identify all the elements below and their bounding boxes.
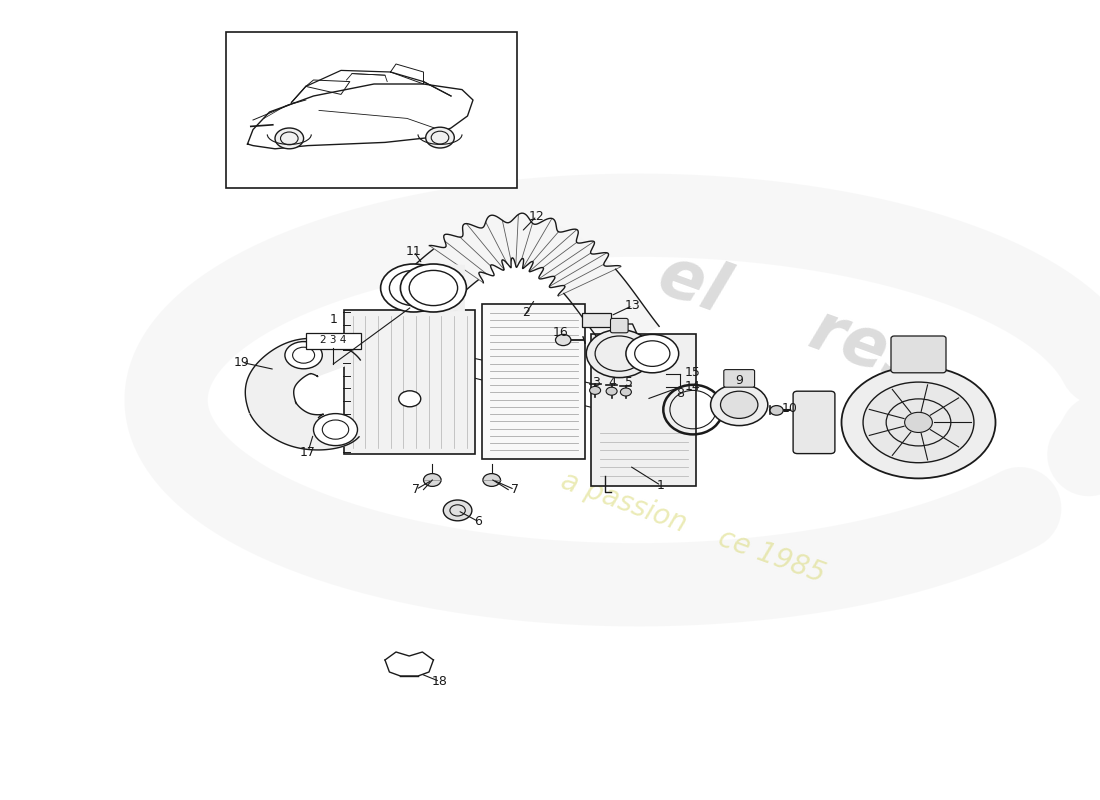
Text: 7: 7 xyxy=(510,483,519,496)
Circle shape xyxy=(314,414,358,446)
Circle shape xyxy=(483,474,500,486)
Circle shape xyxy=(400,264,466,312)
Text: el    res: el res xyxy=(650,242,934,398)
Text: 12: 12 xyxy=(529,210,544,222)
Text: 17: 17 xyxy=(300,446,316,458)
Circle shape xyxy=(426,127,454,148)
FancyBboxPatch shape xyxy=(591,334,696,486)
Text: 14: 14 xyxy=(684,380,700,393)
Text: 13: 13 xyxy=(625,299,640,312)
Text: 10: 10 xyxy=(782,402,797,414)
FancyBboxPatch shape xyxy=(891,336,946,373)
FancyBboxPatch shape xyxy=(582,313,610,327)
Circle shape xyxy=(275,128,304,149)
FancyBboxPatch shape xyxy=(793,391,835,454)
Text: 19: 19 xyxy=(234,356,250,369)
Circle shape xyxy=(443,500,472,521)
Circle shape xyxy=(864,382,974,462)
Text: 9: 9 xyxy=(735,374,744,386)
Circle shape xyxy=(770,406,783,415)
Circle shape xyxy=(424,474,441,486)
FancyBboxPatch shape xyxy=(724,370,755,387)
Text: 3: 3 xyxy=(592,376,601,389)
Polygon shape xyxy=(245,338,361,413)
Text: 15: 15 xyxy=(684,366,700,378)
FancyBboxPatch shape xyxy=(344,310,475,454)
Circle shape xyxy=(606,387,617,395)
Circle shape xyxy=(590,386,601,394)
FancyBboxPatch shape xyxy=(306,333,361,349)
Text: 5: 5 xyxy=(625,376,634,389)
Text: a passion    ce 1985: a passion ce 1985 xyxy=(557,467,829,589)
Text: 2: 2 xyxy=(521,306,530,318)
Circle shape xyxy=(285,342,322,369)
Text: 1: 1 xyxy=(329,313,338,326)
Text: 18: 18 xyxy=(432,675,448,688)
Circle shape xyxy=(381,264,447,312)
FancyBboxPatch shape xyxy=(610,318,628,333)
Polygon shape xyxy=(433,264,464,312)
Text: 7: 7 xyxy=(411,483,420,496)
Circle shape xyxy=(626,334,679,373)
Text: 16: 16 xyxy=(553,326,569,339)
Circle shape xyxy=(586,330,652,378)
Text: 1: 1 xyxy=(657,479,665,492)
Circle shape xyxy=(842,366,996,478)
Circle shape xyxy=(720,391,758,418)
Text: 6: 6 xyxy=(474,515,483,528)
Text: 11: 11 xyxy=(406,245,421,258)
Circle shape xyxy=(620,388,631,396)
Circle shape xyxy=(711,384,768,426)
Circle shape xyxy=(556,334,571,346)
Circle shape xyxy=(398,391,420,407)
FancyBboxPatch shape xyxy=(482,304,585,459)
Circle shape xyxy=(904,412,933,433)
Text: 8: 8 xyxy=(675,387,684,400)
Polygon shape xyxy=(405,218,659,349)
Text: 2 3 4: 2 3 4 xyxy=(320,335,346,345)
FancyBboxPatch shape xyxy=(226,32,517,188)
Text: 4: 4 xyxy=(608,376,617,389)
Polygon shape xyxy=(250,402,359,450)
